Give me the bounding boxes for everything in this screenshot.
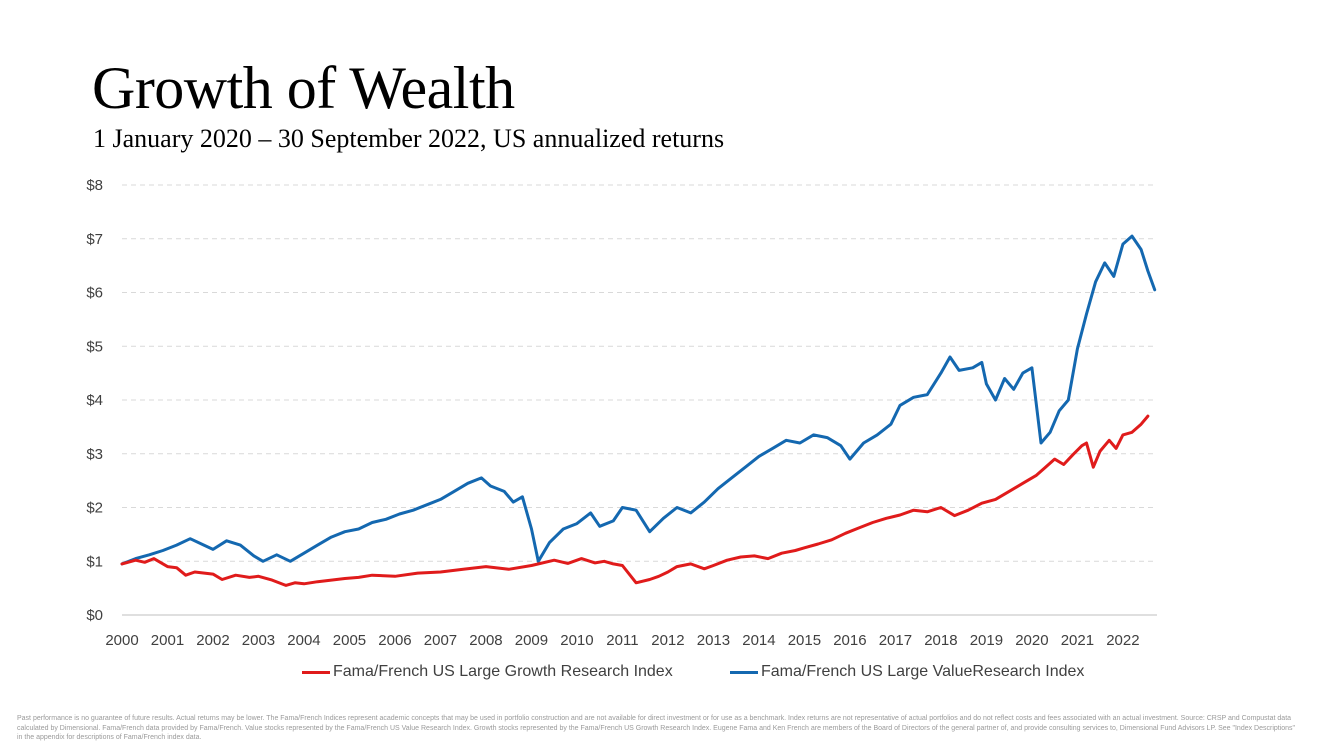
disclaimer-footnote: Past performance is no guarantee of futu… [17, 715, 1296, 742]
series-line-growth [120, 414, 1150, 587]
x-tick-label: 2000 [105, 632, 138, 649]
y-tick-label: $6 [86, 285, 103, 302]
chart-series [120, 234, 1157, 587]
y-tick-label: $1 [86, 553, 103, 570]
y-tick-label: $2 [86, 500, 103, 517]
legend-item-value: Fama/French US Large ValueResearch Index [730, 663, 1084, 681]
x-tick-label: 2010 [560, 632, 593, 649]
legend-swatch-growth [302, 670, 330, 674]
legend-label-value: Fama/French US Large ValueResearch Index [761, 663, 1085, 680]
x-tick-label: 2022 [1106, 632, 1139, 649]
page-subtitle: 1 January 2020 – 30 September 2022, US a… [93, 124, 725, 153]
x-tick-label: 2012 [651, 632, 684, 649]
page-title: Growth of Wealth [92, 55, 515, 121]
x-tick-label: 2009 [515, 632, 548, 649]
x-tick-label: 2015 [788, 632, 821, 649]
legend-swatch-value [730, 670, 758, 674]
x-tick-label: 2013 [697, 632, 730, 649]
x-tick-label: 2003 [242, 632, 275, 649]
x-tick-label: 2002 [196, 632, 229, 649]
x-tick-label: 2004 [287, 632, 320, 649]
x-tick-label: 2017 [879, 632, 912, 649]
x-tick-label: 2001 [151, 632, 184, 649]
x-tick-label: 2016 [833, 632, 866, 649]
x-tick-label: 2006 [378, 632, 411, 649]
x-tick-label: 2011 [606, 632, 638, 649]
y-tick-label: $3 [86, 446, 103, 463]
x-tick-label: 2014 [742, 632, 775, 649]
chart-gridlines [122, 184, 1157, 616]
x-axis-labels: 2000 2001 2002 2003 2004 2005 2006 2007 2008 2009… [105, 632, 1139, 649]
legend-item-growth: Fama/French US Large Growth Research Ind… [302, 663, 673, 681]
chart-legend: Fama/French US Large Growth Research Ind… [0, 663, 1317, 687]
x-tick-label: 2020 [1015, 632, 1048, 649]
series-line-value [120, 234, 1157, 566]
x-tick-label: 2005 [333, 632, 366, 649]
y-tick-label: $7 [86, 231, 103, 248]
y-tick-label: $4 [86, 392, 103, 409]
x-tick-label: 2021 [1061, 632, 1094, 649]
growth-of-wealth-chart: $0$1$2$3$4$5$6$7$8 2000 2001 2002 2003 2004 2… [86, 177, 1157, 649]
x-tick-label: 2018 [924, 632, 957, 649]
y-tick-label: $8 [86, 177, 103, 194]
x-tick-label: 2007 [424, 632, 457, 649]
y-tick-label: $0 [86, 607, 103, 624]
x-tick-label: 2008 [469, 632, 502, 649]
y-tick-label: $5 [86, 338, 103, 355]
legend-label-growth: Fama/French US Large Growth Research Ind… [333, 663, 673, 680]
x-tick-label: 2019 [970, 632, 1003, 649]
y-axis-labels: $0 $1 $2 $3 $4 $5 $6 $7 $8 [86, 177, 103, 624]
